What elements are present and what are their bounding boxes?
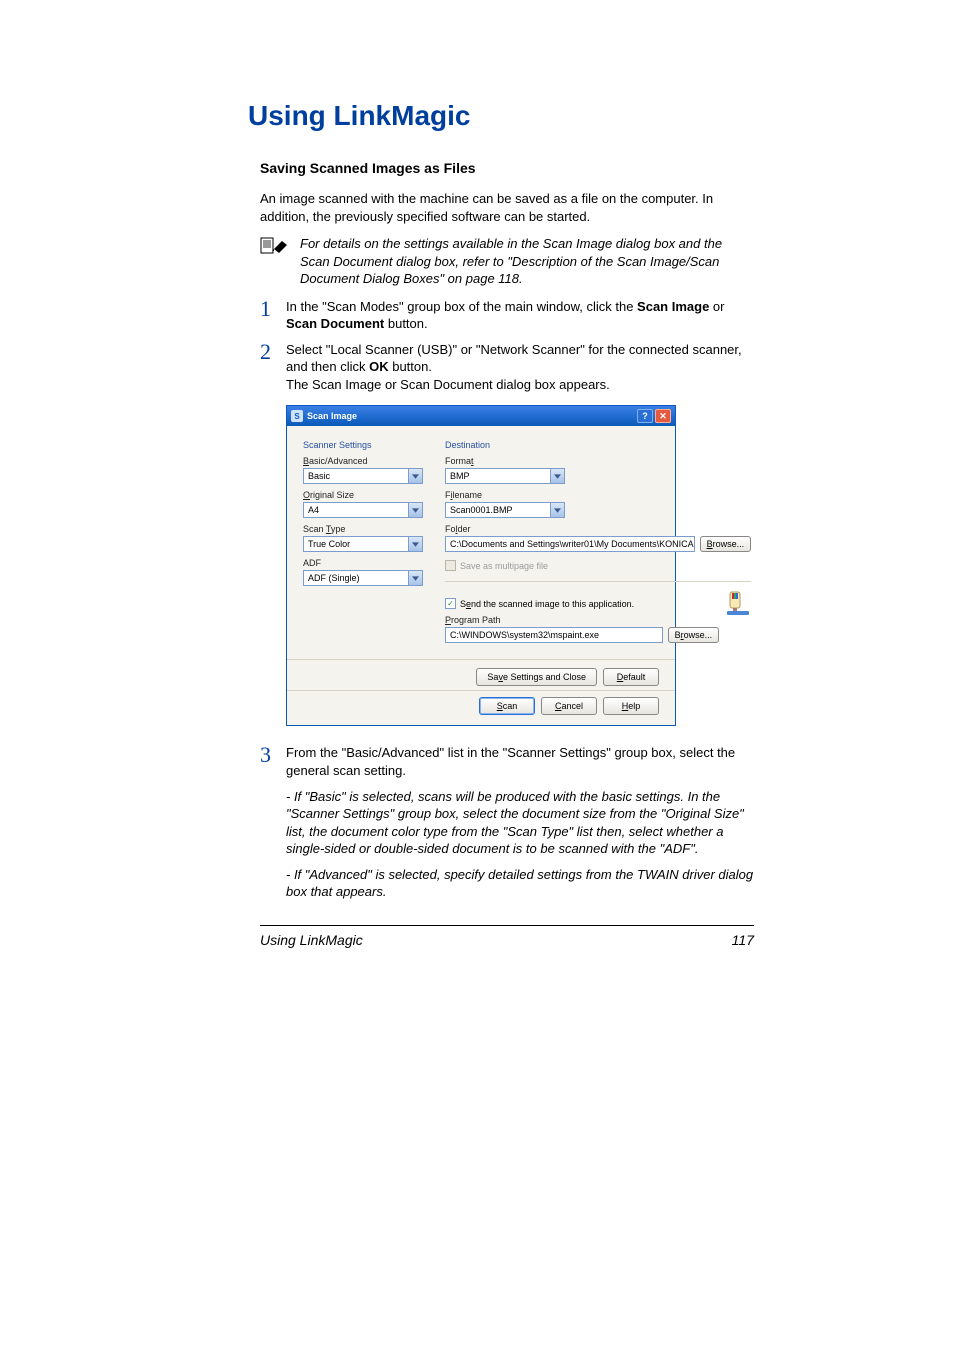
destination-title: Destination (445, 440, 751, 450)
chevron-down-icon (408, 469, 422, 483)
step-1-part-c: or (709, 299, 724, 314)
footer-right: 117 (732, 932, 754, 948)
note-icon (260, 235, 300, 260)
browse-program-button[interactable]: Browse... (668, 627, 720, 643)
step-2: 2 Select "Local Scanner (USB)" or "Netwo… (260, 341, 754, 394)
close-icon[interactable]: ✕ (655, 409, 671, 423)
basic-advanced-select[interactable]: Basic (303, 468, 423, 484)
step-2-text: Select "Local Scanner (USB)" or "Network… (286, 341, 754, 394)
folder-value: C:\Documents and Settings\writer01\My Do… (450, 539, 694, 549)
dialog-button-bar-2: Scan Cancel Help (287, 690, 675, 715)
page-heading: Using LinkMagic (248, 100, 754, 132)
scan-image-dialog: S Scan Image ? ✕ Scanner Settings Basic/… (286, 405, 676, 726)
folder-label: Folder (445, 524, 751, 534)
adf-label: ADF (303, 558, 423, 568)
program-path-label: Program Path (445, 615, 719, 625)
step-3-sub-1: - If "Basic" is selected, scans will be … (286, 788, 754, 858)
original-size-label: Original Size (303, 490, 423, 500)
dialog-app-icon: S (291, 410, 303, 422)
note-block: For details on the settings available in… (260, 235, 754, 288)
scan-type-label: Scan Type (303, 524, 423, 534)
intro-paragraph: An image scanned with the machine can be… (260, 190, 754, 225)
chevron-down-icon (408, 503, 422, 517)
step-3: 3 From the "Basic/Advanced" list in the … (260, 744, 754, 779)
footer-divider (260, 925, 754, 926)
step-2-part-a: Select "Local Scanner (USB)" or "Network… (286, 342, 742, 375)
section-heading: Saving Scanned Images as Files (260, 160, 754, 176)
save-settings-close-button[interactable]: Save Settings and Close (476, 668, 597, 686)
format-select[interactable]: BMP (445, 468, 565, 484)
adf-value: ADF (Single) (308, 573, 360, 583)
dialog-button-bar-1: Save Settings and Close Default (287, 659, 675, 690)
original-size-select[interactable]: A4 (303, 502, 423, 518)
format-label: Format (445, 456, 751, 466)
scan-type-value: True Color (308, 539, 350, 549)
send-app-checkbox[interactable] (445, 598, 456, 609)
scan-type-select[interactable]: True Color (303, 536, 423, 552)
step-2-sub: The Scan Image or Scan Document dialog b… (286, 376, 754, 394)
filename-label: Filename (445, 490, 751, 500)
step-1-part-d: button. (384, 316, 427, 331)
step-1: 1 In the "Scan Modes" group box of the m… (260, 298, 754, 333)
page-footer: Using LinkMagic 117 (260, 932, 754, 948)
filename-value: Scan0001.BMP (450, 505, 513, 515)
scanner-settings-title: Scanner Settings (303, 440, 423, 450)
browse-folder-button[interactable]: Browse... (700, 536, 752, 552)
multipage-checkbox (445, 560, 456, 571)
step-2-part-c: button. (389, 359, 432, 374)
adf-select[interactable]: ADF (Single) (303, 570, 423, 586)
note-text: For details on the settings available in… (300, 235, 754, 288)
step-3-sub-2: - If "Advanced" is selected, specify det… (286, 866, 754, 901)
mspaint-icon (725, 590, 751, 616)
step-1-text: In the "Scan Modes" group box of the mai… (286, 298, 754, 333)
step-number: 3 (260, 744, 286, 766)
folder-input[interactable]: C:\Documents and Settings\writer01\My Do… (445, 536, 695, 552)
chevron-down-icon (408, 537, 422, 551)
step-1-bold-1: Scan Image (637, 299, 709, 314)
chevron-down-icon (408, 571, 422, 585)
basic-advanced-value: Basic (308, 471, 330, 481)
dialog-titlebar: S Scan Image ? ✕ (287, 406, 675, 426)
step-number: 1 (260, 298, 286, 320)
footer-left: Using LinkMagic (260, 932, 363, 948)
filename-select[interactable]: Scan0001.BMP (445, 502, 565, 518)
help-button[interactable]: Help (603, 697, 659, 715)
step-2-bold: OK (369, 359, 389, 374)
send-app-label: Send the scanned image to this applicati… (460, 599, 634, 609)
dialog-body: Scanner Settings Basic/Advanced Basic Or… (287, 426, 675, 725)
program-path-value: C:\WINDOWS\system32\mspaint.exe (450, 630, 599, 640)
default-button[interactable]: Default (603, 668, 659, 686)
chevron-down-icon (550, 469, 564, 483)
scan-button[interactable]: Scan (479, 697, 535, 715)
cancel-button[interactable]: Cancel (541, 697, 597, 715)
send-app-checkbox-row[interactable]: Send the scanned image to this applicati… (445, 598, 719, 609)
original-size-value: A4 (308, 505, 319, 515)
basic-advanced-label: Basic/Advanced (303, 456, 423, 466)
step-3-text: From the "Basic/Advanced" list in the "S… (286, 744, 754, 779)
step-1-part-a: In the "Scan Modes" group box of the mai… (286, 299, 637, 314)
dialog-help-icon[interactable]: ? (637, 409, 653, 423)
step-number: 2 (260, 341, 286, 363)
chevron-down-icon (550, 503, 564, 517)
multipage-checkbox-row: Save as multipage file (445, 560, 751, 571)
format-value: BMP (450, 471, 470, 481)
multipage-label: Save as multipage file (460, 561, 548, 571)
step-1-bold-2: Scan Document (286, 316, 384, 331)
dialog-title: Scan Image (307, 411, 357, 421)
program-path-input[interactable]: C:\WINDOWS\system32\mspaint.exe (445, 627, 663, 643)
